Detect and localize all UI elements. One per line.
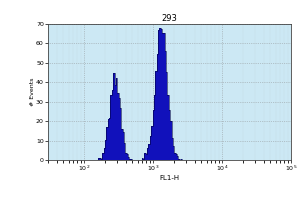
Bar: [164, 33, 165, 160]
Bar: [116, 78, 117, 160]
Bar: [118, 98, 120, 160]
Bar: [100, 158, 101, 160]
Bar: [127, 154, 128, 160]
Bar: [173, 146, 174, 160]
Bar: [154, 95, 155, 160]
Bar: [143, 159, 144, 160]
X-axis label: FL1-H: FL1-H: [159, 175, 180, 181]
Bar: [104, 148, 105, 160]
Bar: [151, 126, 152, 160]
Bar: [105, 140, 106, 160]
Bar: [155, 71, 157, 160]
Bar: [108, 119, 109, 160]
Bar: [120, 108, 121, 160]
Bar: [157, 54, 158, 160]
Bar: [181, 159, 182, 160]
Bar: [165, 51, 166, 160]
Bar: [102, 153, 104, 160]
Bar: [121, 129, 123, 160]
Y-axis label: # Events: # Events: [30, 78, 34, 106]
Bar: [113, 73, 115, 160]
Bar: [142, 158, 143, 160]
Bar: [128, 157, 130, 160]
Bar: [176, 154, 177, 160]
Bar: [169, 110, 170, 160]
Bar: [98, 158, 100, 160]
Bar: [162, 33, 164, 160]
Bar: [130, 159, 131, 160]
Bar: [172, 138, 173, 160]
Bar: [178, 159, 180, 160]
Bar: [115, 85, 116, 160]
Bar: [125, 153, 127, 160]
Bar: [124, 143, 125, 160]
Bar: [112, 90, 113, 160]
Bar: [167, 95, 169, 160]
Bar: [123, 132, 124, 160]
Bar: [106, 127, 108, 160]
Bar: [146, 154, 147, 160]
Bar: [117, 93, 119, 160]
Bar: [109, 118, 110, 160]
Bar: [174, 153, 175, 160]
Bar: [144, 153, 146, 160]
Bar: [177, 156, 178, 160]
Bar: [170, 121, 172, 160]
Bar: [147, 148, 148, 160]
Bar: [161, 29, 162, 160]
Bar: [166, 72, 167, 160]
Bar: [148, 144, 150, 160]
Bar: [158, 30, 159, 160]
Bar: [150, 136, 151, 160]
Bar: [110, 95, 112, 160]
Bar: [131, 159, 132, 160]
Bar: [159, 28, 161, 160]
Bar: [101, 159, 102, 160]
Title: 293: 293: [162, 14, 177, 23]
Bar: [152, 110, 154, 160]
